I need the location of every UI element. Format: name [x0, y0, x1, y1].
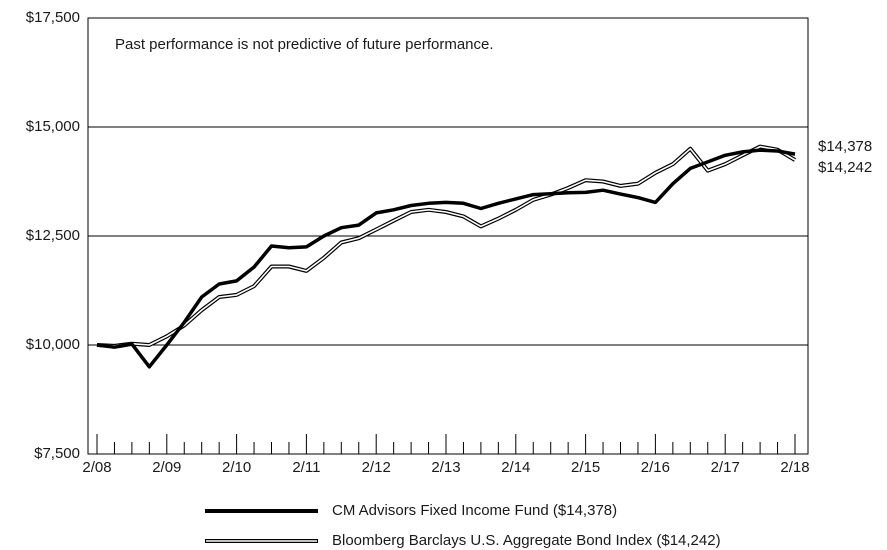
legend-label: CM Advisors Fixed Income Fund ($14,378) [332, 502, 617, 519]
end-label: $14,378 [818, 138, 872, 155]
series-line-inner [96, 145, 796, 347]
x-tick-label: 2/15 [571, 459, 600, 476]
x-tick-label: 2/10 [222, 459, 251, 476]
x-tick-label: 2/18 [780, 459, 809, 476]
x-tick-label: 2/13 [431, 459, 460, 476]
x-tick-label: 2/12 [362, 459, 391, 476]
plot-frame [87, 17, 809, 455]
y-tick-label: $7,500 [34, 445, 80, 462]
x-tick-label: 2/09 [152, 459, 181, 476]
x-tick-label: 2/14 [501, 459, 530, 476]
series-line [96, 148, 796, 369]
y-tick-label: $10,000 [26, 336, 80, 353]
x-tick-label: 2/16 [641, 459, 670, 476]
y-tick-label: $17,500 [26, 9, 80, 26]
x-tick-label: 2/11 [292, 459, 320, 476]
y-tick-label: $15,000 [26, 118, 80, 135]
end-label: $14,242 [818, 159, 872, 176]
x-tick-label: 2/17 [711, 459, 740, 476]
annotation: Past performance is not predictive of fu… [115, 36, 494, 53]
x-tick-label: 2/08 [82, 459, 111, 476]
series-line [96, 144, 797, 348]
y-tick-label: $12,500 [26, 227, 80, 244]
legend-label: Bloomberg Barclays U.S. Aggregate Bond I… [332, 532, 721, 549]
